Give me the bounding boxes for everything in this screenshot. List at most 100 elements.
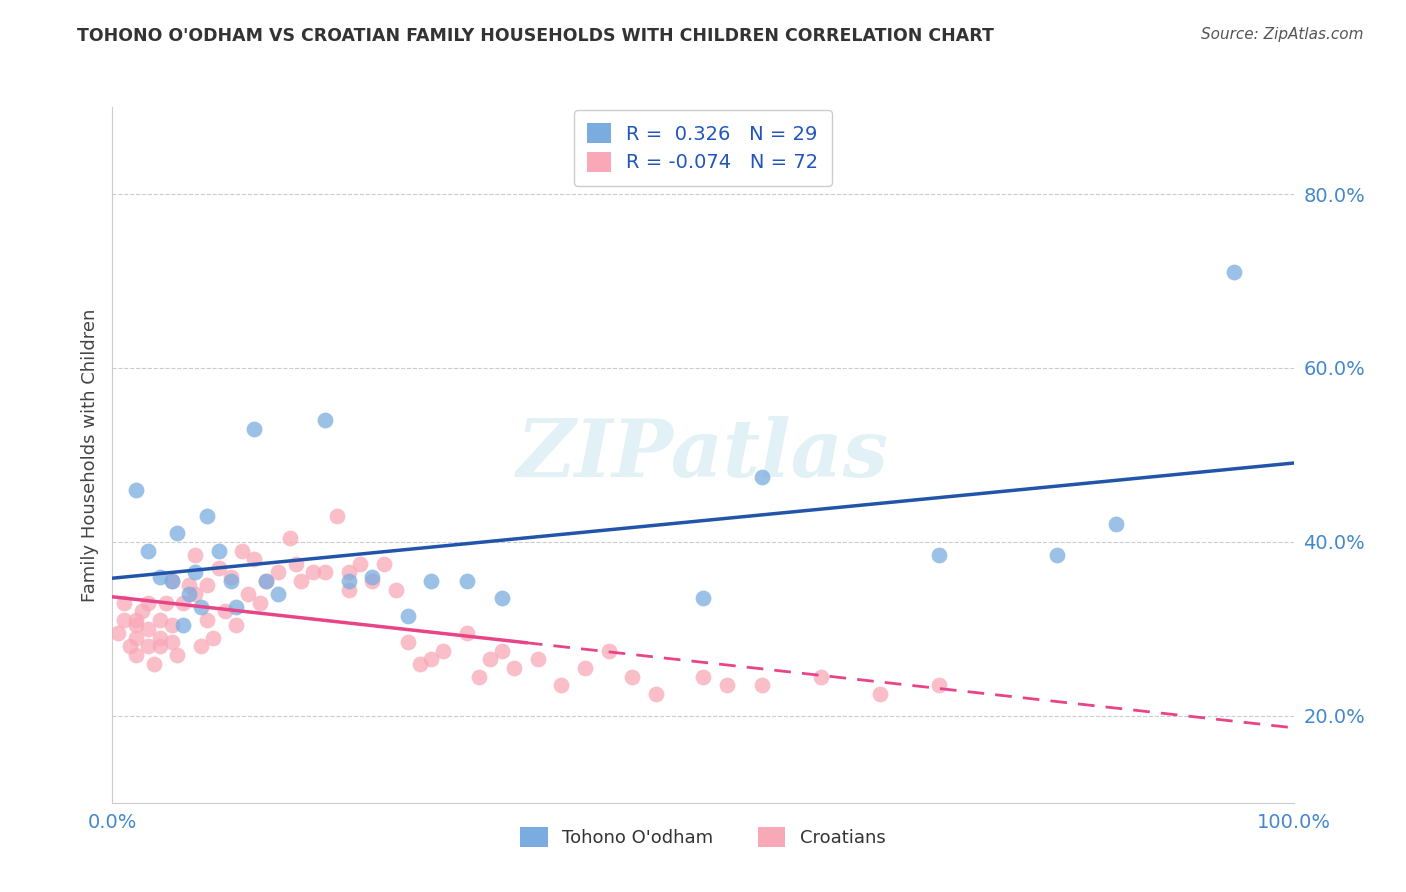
Point	[408, 657, 430, 671]
Point	[692, 670, 714, 684]
Point	[254, 574, 277, 588]
Point	[479, 652, 502, 666]
Point	[869, 687, 891, 701]
Point	[208, 561, 231, 575]
Point	[751, 469, 773, 483]
Point	[179, 587, 201, 601]
Point	[149, 570, 172, 584]
Point	[928, 548, 950, 562]
Point	[107, 626, 129, 640]
Point	[184, 566, 207, 580]
Point	[184, 587, 207, 601]
Point	[219, 570, 242, 584]
Point	[231, 543, 253, 558]
Point	[574, 661, 596, 675]
Point	[160, 635, 183, 649]
Point	[361, 574, 384, 588]
Point	[456, 626, 478, 640]
Point	[136, 639, 159, 653]
Point	[201, 631, 224, 645]
Point	[125, 613, 148, 627]
Point	[692, 591, 714, 606]
Point	[491, 643, 513, 657]
Point	[160, 617, 183, 632]
Point	[349, 557, 371, 571]
Point	[160, 574, 183, 588]
Point	[249, 596, 271, 610]
Point	[621, 670, 644, 684]
Point	[396, 608, 419, 623]
Point	[373, 557, 395, 571]
Point	[160, 574, 183, 588]
Point	[243, 422, 266, 436]
Point	[219, 574, 242, 588]
Point	[598, 643, 620, 657]
Point	[278, 531, 301, 545]
Point	[467, 670, 489, 684]
Point	[302, 566, 325, 580]
Point	[125, 617, 148, 632]
Point	[361, 570, 384, 584]
Point	[314, 413, 336, 427]
Point	[503, 661, 526, 675]
Point	[179, 578, 201, 592]
Point	[125, 631, 148, 645]
Point	[810, 670, 832, 684]
Point	[491, 591, 513, 606]
Point	[136, 543, 159, 558]
Point	[432, 643, 454, 657]
Point	[142, 657, 165, 671]
Point	[716, 678, 738, 692]
Point	[208, 543, 231, 558]
Text: ZIPatlas: ZIPatlas	[517, 417, 889, 493]
Point	[420, 652, 443, 666]
Point	[337, 574, 360, 588]
Point	[125, 648, 148, 662]
Point	[112, 613, 135, 627]
Point	[751, 678, 773, 692]
Point	[290, 574, 312, 588]
Point	[166, 526, 188, 541]
Point	[136, 622, 159, 636]
Y-axis label: Family Households with Children: Family Households with Children	[80, 309, 98, 601]
Point	[195, 613, 218, 627]
Point	[385, 582, 408, 597]
Point	[149, 639, 172, 653]
Point	[420, 574, 443, 588]
Point	[337, 582, 360, 597]
Text: TOHONO O'ODHAM VS CROATIAN FAMILY HOUSEHOLDS WITH CHILDREN CORRELATION CHART: TOHONO O'ODHAM VS CROATIAN FAMILY HOUSEH…	[77, 27, 994, 45]
Point	[284, 557, 307, 571]
Point	[214, 605, 236, 619]
Point	[172, 596, 194, 610]
Point	[195, 508, 218, 523]
Point	[125, 483, 148, 497]
Point	[456, 574, 478, 588]
Point	[526, 652, 548, 666]
Point	[550, 678, 572, 692]
Point	[337, 566, 360, 580]
Point	[326, 508, 349, 523]
Text: Source: ZipAtlas.com: Source: ZipAtlas.com	[1201, 27, 1364, 42]
Point	[243, 552, 266, 566]
Point	[225, 600, 247, 615]
Point	[190, 639, 212, 653]
Point	[267, 566, 290, 580]
Point	[195, 578, 218, 592]
Point	[644, 687, 666, 701]
Legend: Tohono O'odham, Croatians: Tohono O'odham, Croatians	[512, 819, 894, 856]
Point	[254, 574, 277, 588]
Point	[131, 605, 153, 619]
Point	[1223, 265, 1246, 279]
Point	[172, 617, 194, 632]
Point	[136, 596, 159, 610]
Point	[155, 596, 177, 610]
Point	[190, 600, 212, 615]
Point	[149, 631, 172, 645]
Point	[1046, 548, 1069, 562]
Point	[112, 596, 135, 610]
Point	[120, 639, 142, 653]
Point	[314, 566, 336, 580]
Point	[238, 587, 260, 601]
Point	[396, 635, 419, 649]
Point	[267, 587, 290, 601]
